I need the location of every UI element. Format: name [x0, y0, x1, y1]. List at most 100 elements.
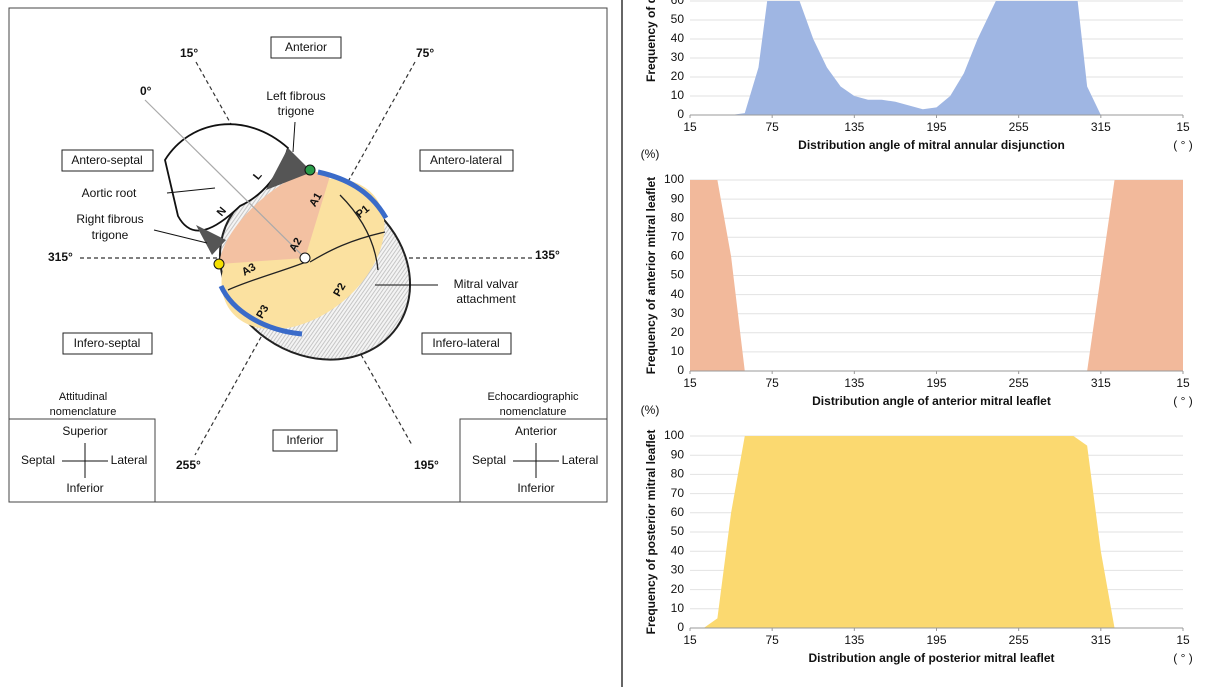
x-axis-title: Distribution angle of posterior mitral l…	[808, 651, 1054, 665]
x-tick-label: 255	[1009, 376, 1029, 390]
y-tick-label: 0	[677, 107, 684, 121]
angle-label: 195°	[414, 458, 439, 472]
legend-title: Echocardiographic	[487, 391, 579, 403]
legend-title: Attitudinal	[59, 391, 107, 403]
region-label: Antero-septal	[71, 153, 142, 167]
y-tick-label: 50	[671, 268, 685, 282]
y-tick-label: 30	[671, 563, 685, 577]
annotation: trigone	[92, 228, 129, 242]
y-unit: (%)	[641, 403, 660, 417]
legend-label: Superior	[62, 424, 107, 438]
y-tick-label: 20	[671, 582, 685, 596]
y-tick-label: 70	[671, 486, 685, 500]
x-tick-label: 75	[765, 120, 779, 134]
annotation: Aortic root	[82, 186, 137, 200]
y-tick-label: 40	[671, 31, 685, 45]
angle-label: 315°	[48, 250, 73, 264]
y-tick-label: 50	[671, 12, 685, 26]
legend-label: Inferior	[517, 481, 554, 495]
chart: 0 10 20 30 40 50 60 15 75 135 195 255 315 15 Distribut…	[644, 0, 1193, 152]
x-unit: ( ° )	[1173, 394, 1192, 408]
x-tick-label: 315	[1091, 120, 1111, 134]
x-tick-label: 195	[926, 120, 946, 134]
x-axis-title: Distribution angle of mitral annular dis…	[798, 138, 1065, 152]
x-tick-label: 15	[1176, 120, 1190, 134]
y-axis-title: Frequency of posterior mitral leaflet	[644, 430, 658, 635]
landmark	[305, 165, 315, 175]
x-tick-label: 255	[1009, 633, 1029, 647]
x-tick-label: 15	[683, 120, 697, 134]
legend-label: Septal	[472, 453, 506, 467]
annotation: Left fibrous	[266, 89, 325, 103]
y-tick-label: 50	[671, 524, 685, 538]
x-tick-label: 255	[1009, 120, 1029, 134]
annotation: Mitral valvar	[454, 277, 519, 291]
annotation: attachment	[456, 292, 516, 306]
x-tick-label: 195	[926, 633, 946, 647]
x-unit: ( ° )	[1173, 651, 1192, 665]
y-tick-label: 10	[671, 88, 685, 102]
y-tick-label: 90	[671, 447, 685, 461]
y-axis-title: Frequency of anterior mitral leaflet	[644, 177, 658, 374]
region-label: Inferior	[286, 433, 323, 447]
x-tick-label: 15	[1176, 633, 1190, 647]
x-tick-label: 315	[1091, 376, 1111, 390]
y-tick-label: 10	[671, 344, 685, 358]
region-label: Anterior	[285, 40, 327, 54]
region-label: Antero-lateral	[430, 153, 502, 167]
x-tick-label: 315	[1091, 633, 1111, 647]
x-unit: ( ° )	[1173, 138, 1192, 152]
angle-label: 15°	[180, 46, 198, 60]
x-tick-label: 135	[844, 120, 864, 134]
legend-label: Inferior	[66, 481, 103, 495]
x-tick-label: 75	[765, 633, 779, 647]
y-tick-label: 40	[671, 287, 685, 301]
y-tick-label: 80	[671, 210, 685, 224]
y-tick-label: 100	[664, 428, 684, 442]
region-label: Infero-septal	[74, 336, 141, 350]
chart: 0 10 20 30 40 50 60 70 80 90 100 15 75 135 195 255 315 15…	[641, 403, 1193, 665]
x-tick-label: 15	[683, 633, 697, 647]
landmark	[214, 259, 224, 269]
y-tick-label: 60	[671, 0, 685, 7]
y-tick-label: 30	[671, 50, 685, 64]
angle-label: 75°	[416, 46, 434, 60]
y-tick-label: 90	[671, 191, 685, 205]
y-tick-label: 80	[671, 467, 685, 481]
y-tick-label: 70	[671, 229, 685, 243]
chart: 0 10 20 30 40 50 60 70 80 90 100 15 75 135 195 255 315 15…	[641, 147, 1193, 408]
y-tick-label: 20	[671, 325, 685, 339]
angle-label: 0°	[140, 84, 152, 98]
legend-title: nomenclature	[50, 406, 117, 418]
legend-label: Anterior	[515, 424, 557, 438]
center	[300, 253, 310, 263]
legend-label: Septal	[21, 453, 55, 467]
y-axis-title: Frequency of di	[644, 0, 658, 82]
y-tick-label: 0	[677, 363, 684, 377]
y-tick-label: 10	[671, 601, 685, 615]
legend-title: nomenclature	[500, 406, 567, 418]
diagram: 0° 15° 75° 135° 195° 255° 315° Anterior …	[9, 8, 607, 502]
y-unit: (%)	[641, 147, 660, 161]
x-tick-label: 195	[926, 376, 946, 390]
x-tick-label: 15	[1176, 376, 1190, 390]
x-axis-title: Distribution angle of anterior mitral le…	[812, 394, 1051, 408]
x-tick-label: 135	[844, 633, 864, 647]
y-tick-label: 20	[671, 69, 685, 83]
annotation: trigone	[278, 104, 315, 118]
annotation: Right fibrous	[76, 212, 143, 226]
angle-label: 135°	[535, 248, 560, 262]
x-tick-label: 75	[765, 376, 779, 390]
y-tick-label: 30	[671, 306, 685, 320]
y-tick-label: 60	[671, 249, 685, 263]
y-tick-label: 100	[664, 172, 684, 186]
y-tick-label: 40	[671, 543, 685, 557]
y-tick-label: 0	[677, 620, 684, 634]
angle-label: 255°	[176, 458, 201, 472]
region-label: Infero-lateral	[432, 336, 499, 350]
x-tick-label: 15	[683, 376, 697, 390]
legend-label: Lateral	[562, 453, 599, 467]
x-tick-label: 135	[844, 376, 864, 390]
figure: 0° 15° 75° 135° 195° 255° 315° Anterior …	[0, 0, 1216, 687]
y-tick-label: 60	[671, 505, 685, 519]
